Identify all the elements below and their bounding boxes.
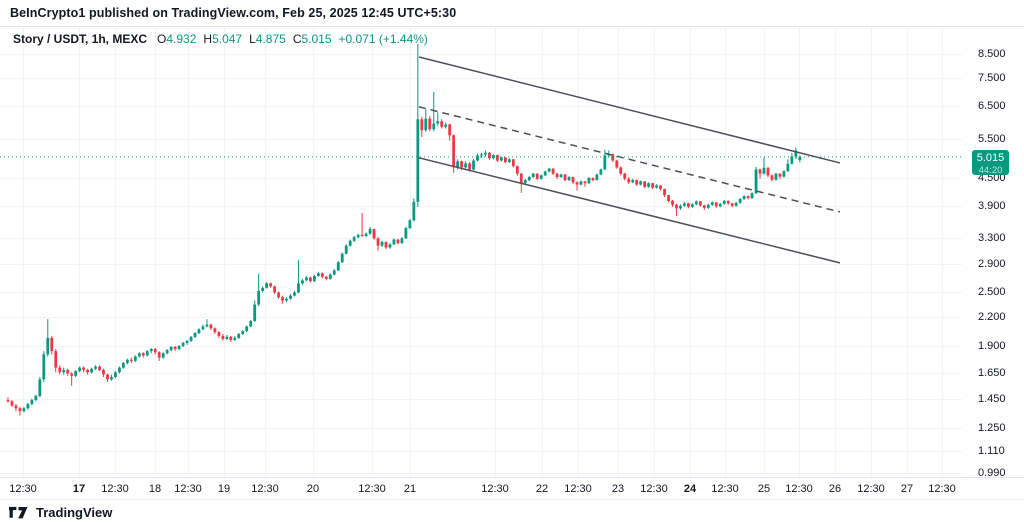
time-tick-label: 12:30 [857,483,885,495]
low-value: 4.875 [255,32,286,46]
change-value: +0.071 (+1.44%) [338,32,428,46]
time-tick-label: 23 [611,483,625,495]
time-axis[interactable]: 12:30 17 12:30 18 12:30 19 12:30 20 12:30 21 12:30… [0,477,1024,500]
price-tick-label: 8.500 [978,48,1006,60]
time-tick-label: 20 [306,483,320,495]
symbol-legend: Story / USDT, 1h, MEXC O4.932 H5.047 L4.875… [13,32,428,46]
grid [0,28,962,477]
close-label: C [292,32,302,46]
time-tick-label: 19 [217,483,231,495]
price-tick-label: 2.200 [978,311,1006,324]
candlestick-series [6,43,802,416]
time-tick-label: 12:30 [481,483,509,495]
time-tick-label: 21 [403,483,417,495]
trend-channel[interactable] [418,56,841,264]
time-tick-label: 12:30 [928,483,956,495]
attribution-bar: BeInCrypto1 published on TradingView.com… [0,0,1024,27]
price-tick-label: 1.450 [978,392,1006,405]
time-tick-label: 12:30 [358,483,386,495]
tradingview-logo-icon [9,506,28,518]
trend-line-lower[interactable] [418,157,841,264]
tradingview-attribution-link[interactable]: TradingView [9,505,112,520]
time-tick-label: 12:30 [785,483,813,495]
last-price-value: 5.015 [976,151,1005,164]
price-tick-label: 2.900 [978,257,1006,270]
symbol-title: Story / USDT, 1h, MEXC [13,32,148,46]
close-value: 5.015 [301,32,332,46]
time-tick-label: 27 [900,483,914,495]
price-tick-label: 1.110 [978,444,1005,457]
price-tick-label: 1.250 [978,421,1006,434]
high-value: 5.047 [212,32,243,46]
time-tick-label: 12:30 [640,483,668,495]
time-tick-label: 12:30 [251,483,279,495]
price-tick-label: 1.650 [978,367,1006,380]
bar-countdown: 44:20 [978,164,1003,176]
trend-line-middle[interactable] [418,106,841,213]
price-tick-label: 2.500 [978,286,1006,299]
price-tick-label: 5.500 [978,132,1006,145]
trend-line-upper[interactable] [418,56,841,164]
price-axis[interactable]: 8.500 7.500 6.500 5.500 4.500 3.900 3.300 2.900… [962,27,1024,479]
time-tick-label: 17 [72,483,86,495]
time-tick-label: 12:30 [711,483,739,495]
price-tick-label: 4.500 [978,171,1006,184]
low-label: L [249,32,256,46]
time-tick-label: 25 [757,483,771,495]
time-tick-label: 12:30 [9,483,37,495]
price-tick-label: 3.900 [978,199,1006,212]
time-tick-label: 18 [148,483,162,495]
price-tick-label: 1.900 [978,339,1006,352]
price-tick-label: 7.500 [978,72,1006,85]
tradingview-watermark-text: TradingView [36,505,113,520]
time-tick-label: 12:30 [564,483,592,495]
time-tick-label: 12:30 [101,483,129,495]
open-label: O [157,32,167,46]
attribution-text: BeInCrypto1 published on TradingView.com… [10,6,457,20]
high-label: H [203,32,213,46]
time-tick-label: 26 [828,483,842,495]
time-tick-label: 22 [535,483,549,495]
open-value: 4.932 [166,32,197,46]
candlestick-chart-canvas[interactable] [0,27,1024,523]
chart-pane[interactable]: Story / USDT, 1h, MEXC O4.932 H5.047 L4.875… [0,27,1024,523]
time-tick-label: 12:30 [174,483,202,495]
price-tick-label: 6.500 [978,100,1006,113]
price-tick-label: 3.300 [978,232,1006,245]
last-price-badge: 5.015 44:20 [972,149,1009,176]
time-tick-label: 24 [683,483,697,495]
price-tick-label: 0.990 [978,466,1006,479]
